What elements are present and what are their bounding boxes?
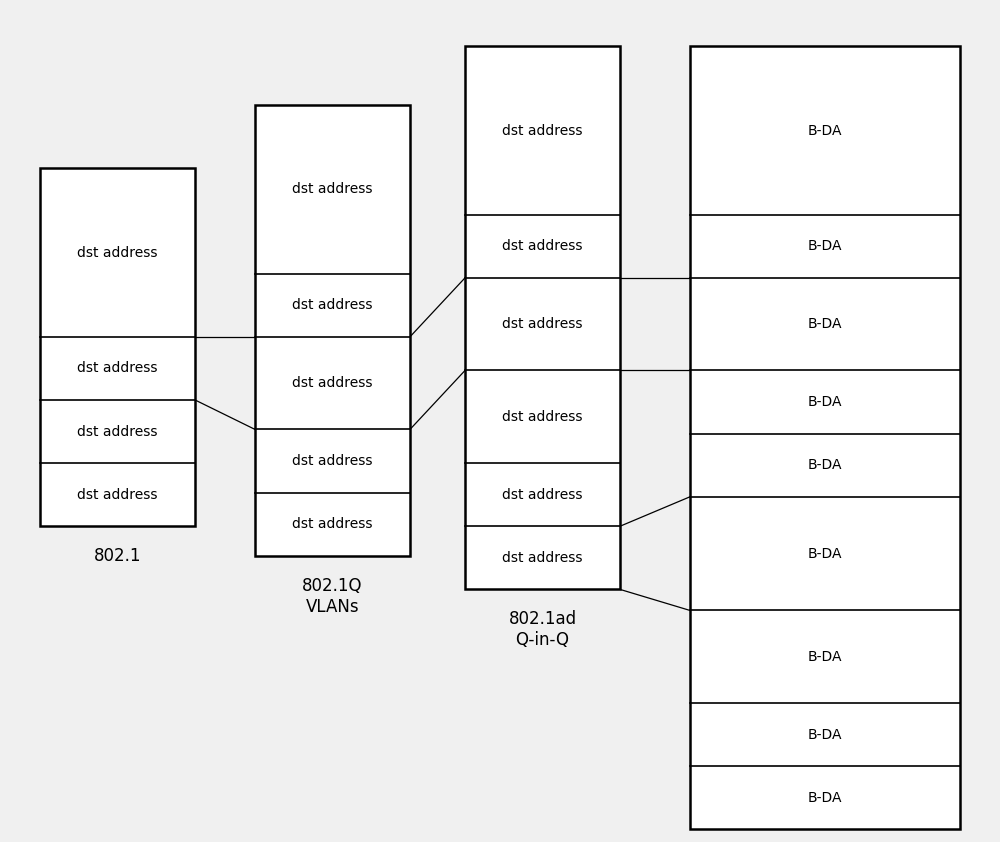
Text: dst address: dst address <box>77 361 158 376</box>
Text: dst address: dst address <box>77 424 158 439</box>
Bar <box>465 46 620 589</box>
Text: dst address: dst address <box>502 410 583 424</box>
Text: dst address: dst address <box>292 376 373 390</box>
Text: B-DA: B-DA <box>808 239 842 253</box>
Text: 802.1ad
Q-in-Q: 802.1ad Q-in-Q <box>508 610 577 649</box>
Text: B-DA: B-DA <box>808 458 842 472</box>
Text: 802.1Q
VLANs: 802.1Q VLANs <box>302 577 363 616</box>
Text: B-DA: B-DA <box>808 546 842 561</box>
Text: dst address: dst address <box>502 124 583 137</box>
Text: 802.1: 802.1 <box>94 547 141 565</box>
Text: dst address: dst address <box>502 551 583 565</box>
Text: dst address: dst address <box>292 298 373 312</box>
Bar <box>255 105 410 556</box>
Text: dst address: dst address <box>77 488 158 502</box>
Text: dst address: dst address <box>502 317 583 331</box>
Text: dst address: dst address <box>292 454 373 468</box>
Text: B-DA: B-DA <box>808 727 842 742</box>
Bar <box>40 168 195 526</box>
Text: B-DA: B-DA <box>808 791 842 805</box>
Bar <box>690 46 960 829</box>
Text: dst address: dst address <box>292 183 373 196</box>
Text: dst address: dst address <box>292 517 373 531</box>
Text: dst address: dst address <box>502 488 583 502</box>
Text: dst address: dst address <box>502 239 583 253</box>
Text: dst address: dst address <box>77 246 158 259</box>
Text: B-DA: B-DA <box>808 317 842 331</box>
Text: B-DA: B-DA <box>808 650 842 663</box>
Text: B-DA: B-DA <box>808 395 842 409</box>
Text: B-DA: B-DA <box>808 124 842 137</box>
